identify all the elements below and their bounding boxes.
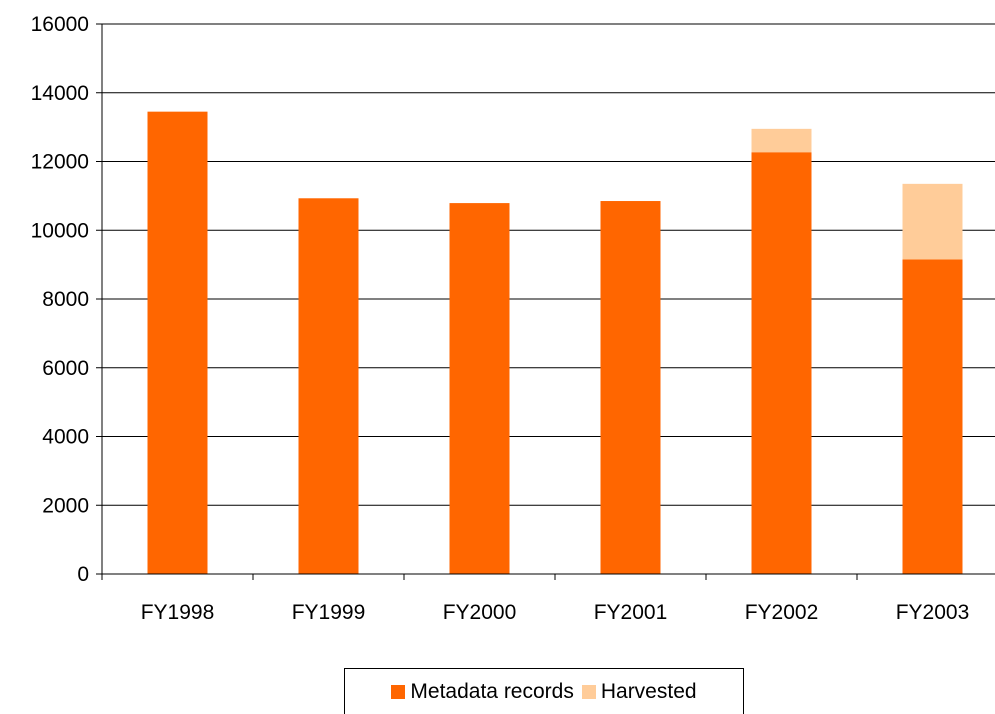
y-tick-label: 12000 (31, 151, 89, 174)
y-tick-label: 14000 (31, 82, 89, 105)
legend-item-harvested: Harvested (581, 679, 697, 704)
bar-metadata-records-fy1998 (147, 111, 208, 574)
y-tick-label: 8000 (42, 288, 89, 311)
y-tick-label: 4000 (42, 426, 89, 449)
legend-label-harvested: Harvested (600, 679, 697, 703)
bar-metadata-records-fy2000 (449, 203, 510, 574)
legend-swatch-metadata (391, 684, 406, 699)
legend-item-metadata: Metadata records (391, 679, 574, 704)
gridlines (102, 23, 995, 506)
bar-harvested-fy2003 (902, 183, 963, 260)
bars (147, 111, 963, 574)
y-tick-label: 10000 (31, 219, 89, 242)
bar-metadata-records-fy2002 (751, 152, 812, 574)
y-tick-label: 2000 (42, 494, 89, 517)
bar-metadata-records-fy1999 (298, 198, 359, 574)
x-tick-label: FY1998 (141, 601, 215, 624)
x-tick-label: FY2000 (443, 601, 517, 624)
x-tick-labels: FY1998 FY1999 FY2000 FY2001 FY2002 FY2003 (141, 601, 970, 624)
y-tick-labels: 0 2000 4000 6000 8000 10000 12000 14000 16000 (31, 13, 89, 586)
legend-label-metadata: Metadata records (410, 679, 574, 703)
bar-metadata-records-fy2003 (902, 259, 963, 574)
legend: Metadata records Harvested (344, 668, 744, 714)
bar-harvested-fy2002 (751, 128, 812, 153)
legend-swatch-harvested (581, 684, 596, 699)
x-tick-label: FY1999 (292, 601, 366, 624)
y-tick-label: 0 (77, 563, 89, 586)
y-tick-label: 16000 (31, 13, 89, 36)
x-tick-label: FY2002 (745, 601, 819, 624)
bar-metadata-records-fy2001 (600, 201, 661, 574)
y-tick-label: 6000 (42, 357, 89, 380)
axes (96, 23, 995, 580)
x-tick-label: FY2001 (594, 601, 668, 624)
x-tick-label: FY2003 (896, 601, 970, 624)
